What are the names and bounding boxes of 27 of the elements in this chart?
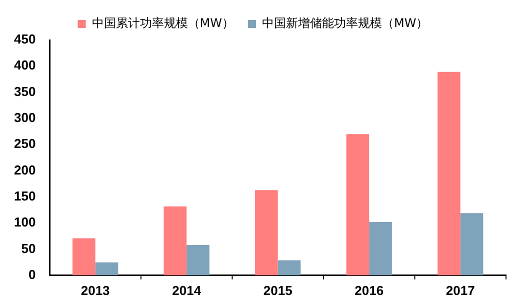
bar bbox=[460, 213, 484, 276]
y-tick-label: 100 bbox=[14, 214, 36, 230]
bar bbox=[278, 260, 301, 276]
x-tick-label: 2014 bbox=[172, 282, 202, 298]
x-tick-label: 2016 bbox=[354, 282, 384, 298]
bar bbox=[438, 72, 460, 276]
bar bbox=[72, 238, 96, 276]
bar bbox=[164, 206, 187, 276]
y-tick-label: 450 bbox=[14, 32, 36, 47]
legend-label: 中国累计功率规模（MW） bbox=[92, 16, 234, 30]
x-tick-label: 2013 bbox=[80, 282, 110, 298]
y-tick-label: 250 bbox=[14, 136, 36, 152]
x-tick-label: 2015 bbox=[263, 282, 292, 298]
y-tick-label: 0 bbox=[28, 266, 36, 282]
y-tick-label: 200 bbox=[14, 162, 36, 178]
y-tick-label: 400 bbox=[14, 58, 36, 73]
legend-label: 中国新增储能功率规模（MW） bbox=[262, 16, 428, 30]
y-tick-label: 150 bbox=[14, 188, 36, 204]
x-tick-label: 2017 bbox=[446, 282, 475, 298]
y-tick-label: 350 bbox=[14, 84, 36, 99]
bar bbox=[255, 190, 278, 276]
bar bbox=[186, 245, 210, 276]
bar bbox=[95, 262, 118, 276]
y-tick-label: 50 bbox=[21, 240, 36, 256]
bar bbox=[346, 134, 370, 276]
y-tick-label: 300 bbox=[14, 110, 36, 126]
bar bbox=[369, 222, 392, 276]
